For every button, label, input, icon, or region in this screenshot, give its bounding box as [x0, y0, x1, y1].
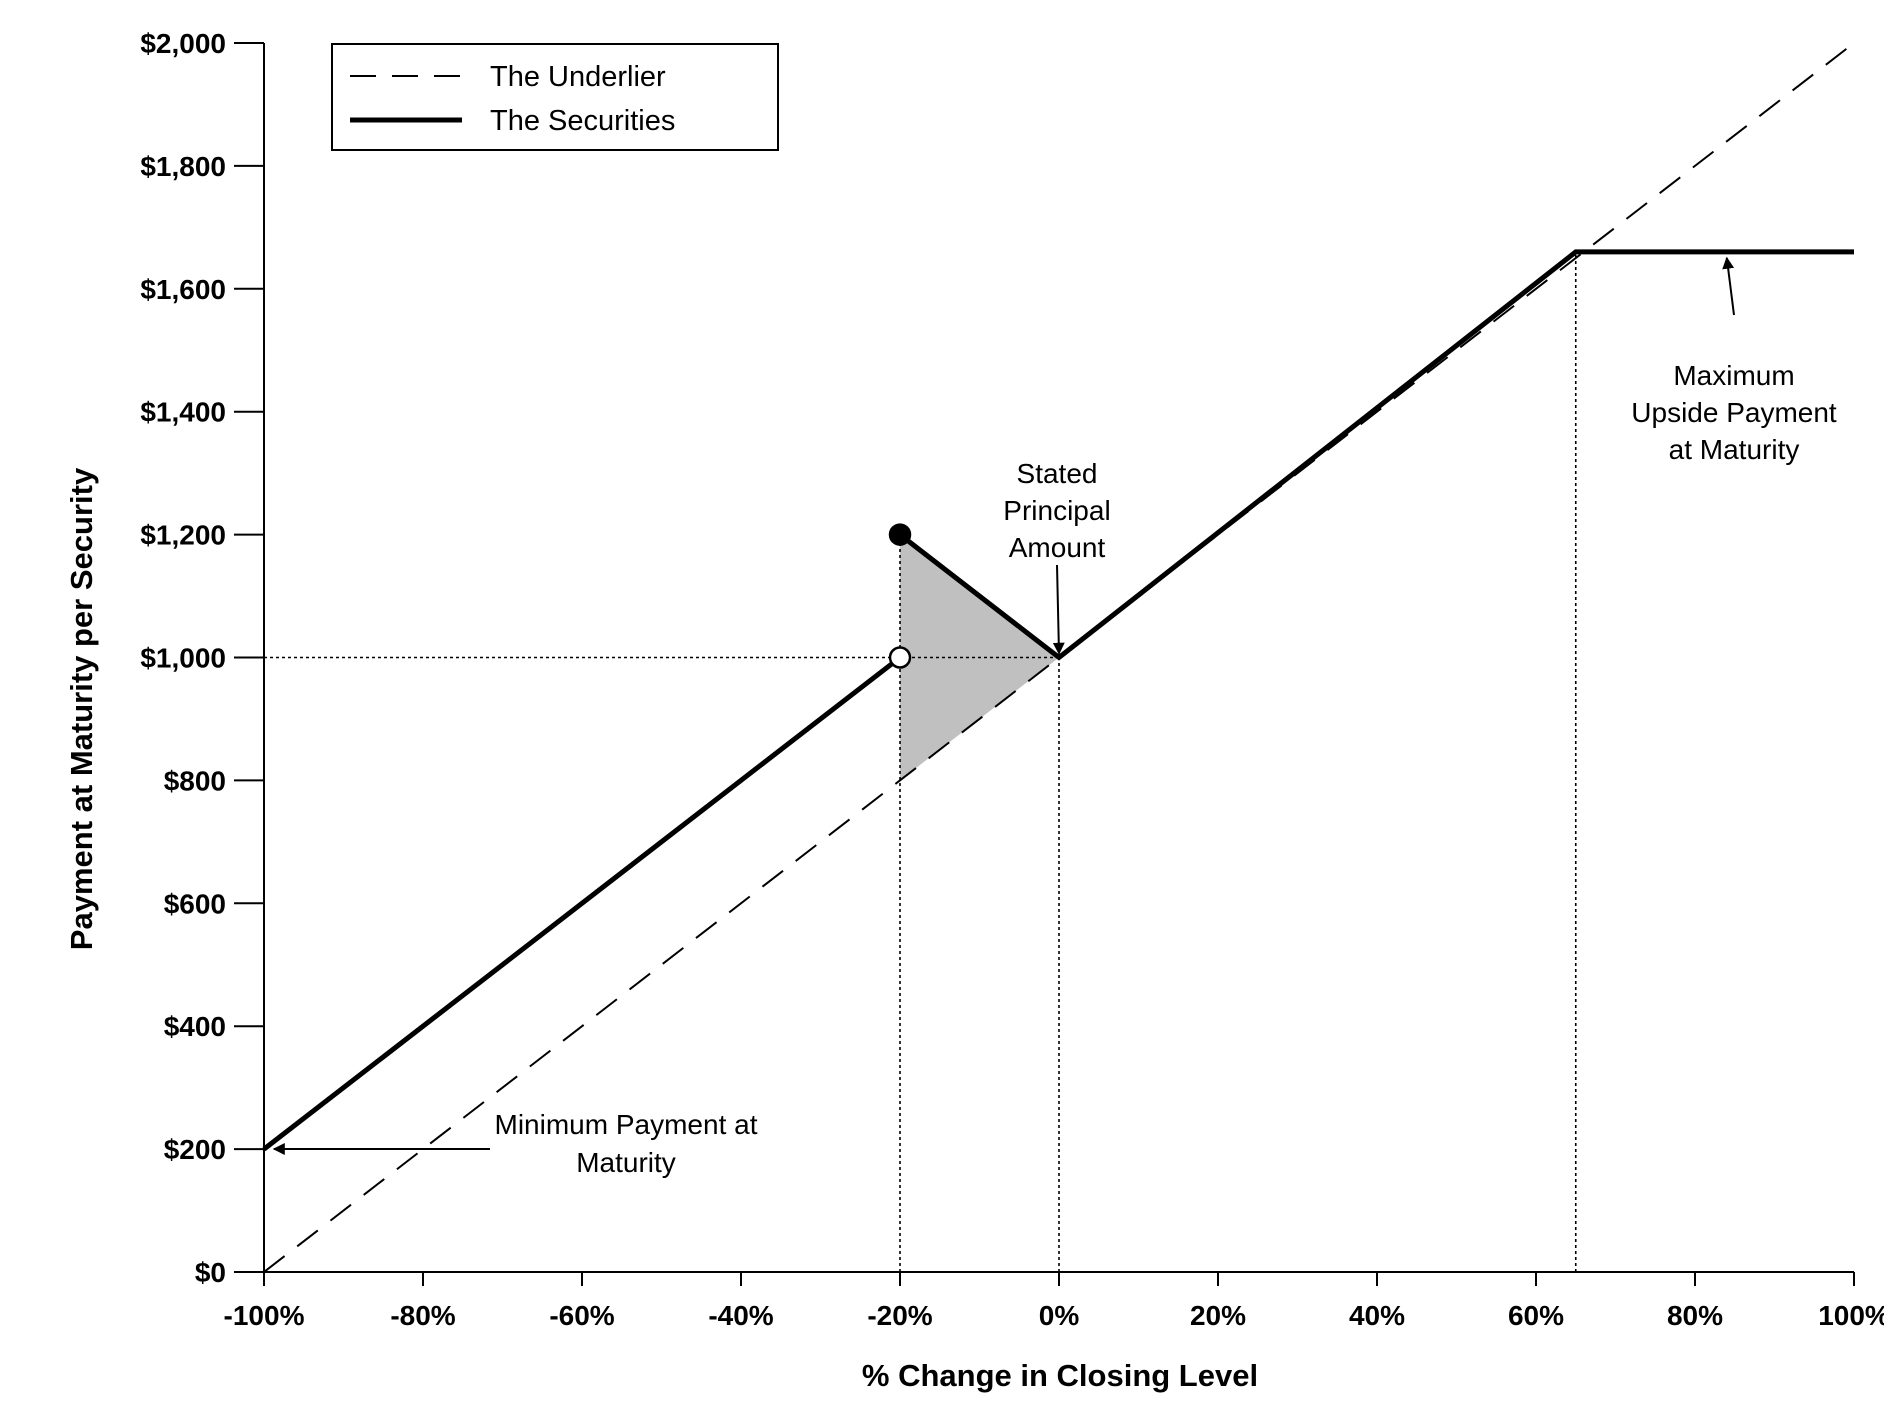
y-tick-label: $800	[164, 765, 226, 796]
x-tick-label: -80%	[390, 1300, 455, 1331]
x-tick-label: 40%	[1349, 1300, 1405, 1331]
x-tick-label: 80%	[1667, 1300, 1723, 1331]
annotation-text: Principal	[1003, 495, 1110, 526]
x-tick-label: 20%	[1190, 1300, 1246, 1331]
y-tick-label: $2,000	[140, 28, 226, 59]
legend-label-securities: The Securities	[490, 105, 675, 137]
annotation-text: Maturity	[576, 1147, 676, 1178]
plot-area: $0 $200 $400 $600 $800 $1,000 $1,200 $1,400 $1,6…	[140, 28, 1884, 1331]
legend: The Underlier The Securities	[331, 43, 779, 151]
annotation-stated: Stated Principal Amount	[1003, 458, 1111, 655]
annotation-arrow	[1052, 564, 1065, 655]
legend-box	[331, 43, 779, 151]
annotation-text: Minimum Payment at	[495, 1109, 758, 1140]
y-tick-label: $1,000	[140, 643, 226, 674]
annotation-maximum: Maximum Upside Payment at Maturity	[1631, 256, 1837, 465]
annotation-text: Upside Payment	[1631, 397, 1837, 428]
series-line-securities-1	[898, 249, 1854, 661]
x-tick-label: -100%	[224, 1300, 305, 1331]
legend-label-underlier: The Underlier	[490, 61, 666, 93]
marker-filled	[888, 523, 912, 546]
x-tick-label: 0%	[1039, 1300, 1080, 1331]
annotation-arrow	[1722, 256, 1735, 316]
x-tick-label: -20%	[867, 1300, 932, 1331]
y-tick-label: $200	[164, 1134, 226, 1165]
y-tick-label: $0	[195, 1257, 226, 1288]
x-tick-label: 60%	[1508, 1300, 1564, 1331]
annotation-minimum: Minimum Payment at Maturity	[272, 1109, 758, 1178]
annotation-text: Amount	[1009, 532, 1106, 563]
y-tick-label: $1,400	[140, 397, 226, 428]
marker-open	[888, 646, 912, 669]
y-tick-label: $1,600	[140, 274, 226, 305]
x-tick-label: -40%	[708, 1300, 773, 1331]
annotation-text: Stated	[1017, 458, 1098, 489]
y-tick-label: $600	[164, 888, 226, 919]
x-tick-label: 100%	[1818, 1300, 1884, 1331]
annotation-text: Maximum	[1673, 360, 1794, 391]
x-tick-label: -60%	[549, 1300, 614, 1331]
y-tick-label: $1,200	[140, 520, 226, 551]
series-line-securities-0	[262, 655, 902, 1152]
annotation-text: at Maturity	[1669, 434, 1800, 465]
x-axis-title: % Change in Closing Level	[862, 1358, 1258, 1393]
y-tick-label: $400	[164, 1011, 226, 1042]
y-tick-label: $1,800	[140, 151, 226, 182]
y-axis-title: Payment at Maturity per Security	[64, 467, 99, 950]
